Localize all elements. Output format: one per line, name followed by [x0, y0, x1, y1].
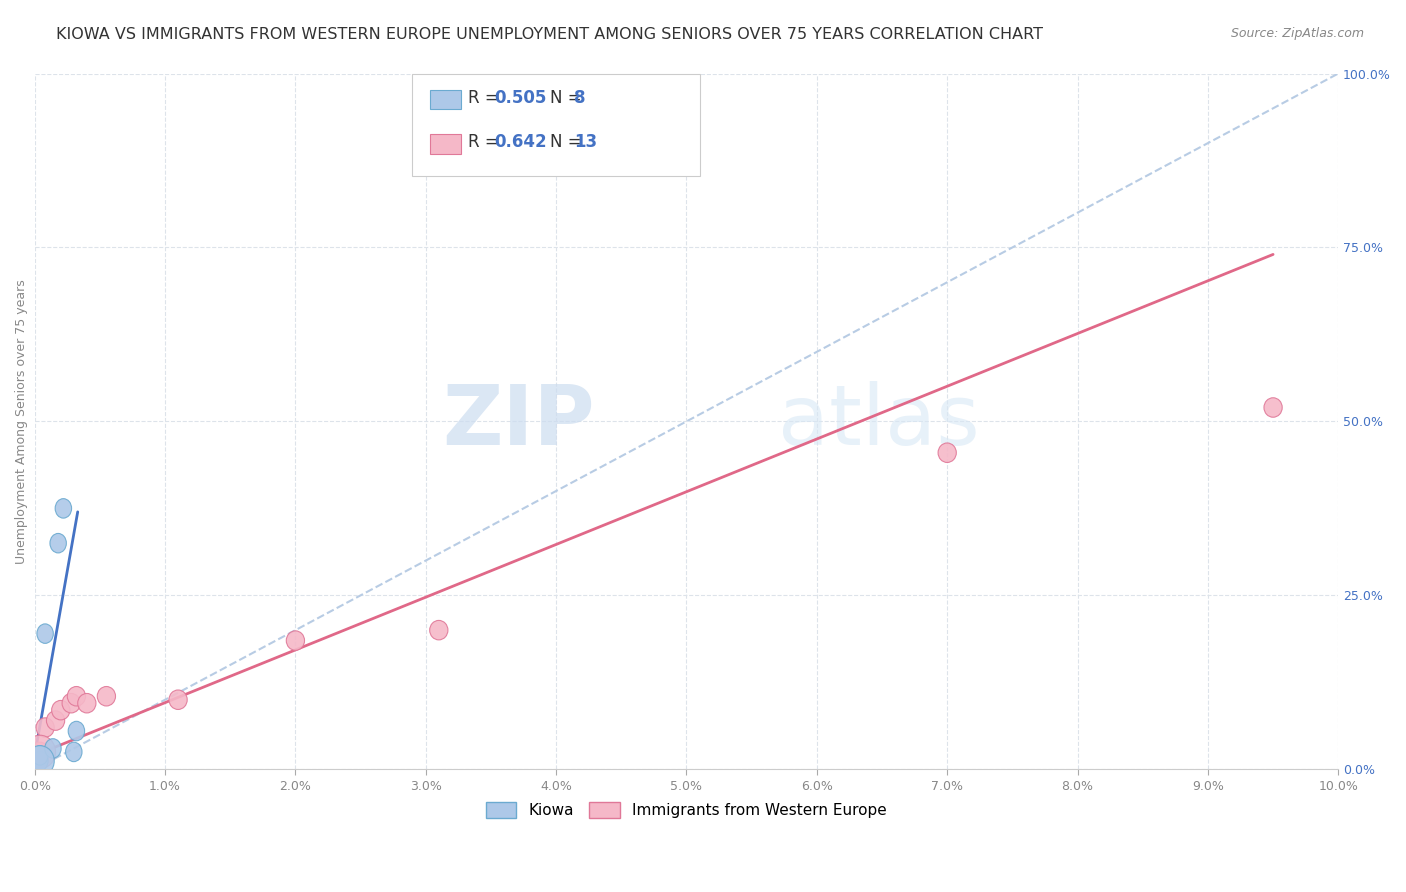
Ellipse shape [77, 693, 96, 713]
Ellipse shape [938, 443, 956, 462]
Ellipse shape [52, 700, 70, 720]
Text: Source: ZipAtlas.com: Source: ZipAtlas.com [1230, 27, 1364, 40]
Text: N =: N = [550, 133, 586, 152]
Y-axis label: Unemployment Among Seniors over 75 years: Unemployment Among Seniors over 75 years [15, 279, 28, 564]
Text: 0.505: 0.505 [494, 88, 546, 107]
Ellipse shape [37, 624, 53, 643]
Ellipse shape [69, 722, 84, 740]
Text: KIOWA VS IMMIGRANTS FROM WESTERN EUROPE UNEMPLOYMENT AMONG SENIORS OVER 75 YEARS: KIOWA VS IMMIGRANTS FROM WESTERN EUROPE … [56, 27, 1043, 42]
Ellipse shape [430, 621, 449, 640]
Text: R =: R = [468, 88, 505, 107]
Ellipse shape [46, 711, 65, 731]
Text: 0.642: 0.642 [494, 133, 547, 152]
Text: ZIP: ZIP [443, 381, 595, 462]
Ellipse shape [67, 687, 86, 706]
Ellipse shape [45, 739, 60, 758]
Ellipse shape [25, 746, 55, 776]
Ellipse shape [51, 533, 66, 553]
Ellipse shape [37, 718, 55, 738]
Legend: Kiowa, Immigrants from Western Europe: Kiowa, Immigrants from Western Europe [479, 796, 893, 824]
Text: N =: N = [550, 88, 586, 107]
Ellipse shape [287, 631, 305, 650]
Ellipse shape [24, 735, 56, 769]
Ellipse shape [55, 499, 72, 518]
Ellipse shape [97, 687, 115, 706]
Ellipse shape [31, 742, 49, 762]
Text: 13: 13 [574, 133, 598, 152]
Text: R =: R = [468, 133, 505, 152]
Ellipse shape [1264, 398, 1282, 417]
Text: atlas: atlas [778, 381, 980, 462]
Ellipse shape [62, 693, 80, 713]
Ellipse shape [169, 690, 187, 709]
Ellipse shape [32, 751, 48, 771]
Ellipse shape [32, 746, 48, 765]
Ellipse shape [66, 742, 82, 762]
Text: 8: 8 [574, 88, 585, 107]
